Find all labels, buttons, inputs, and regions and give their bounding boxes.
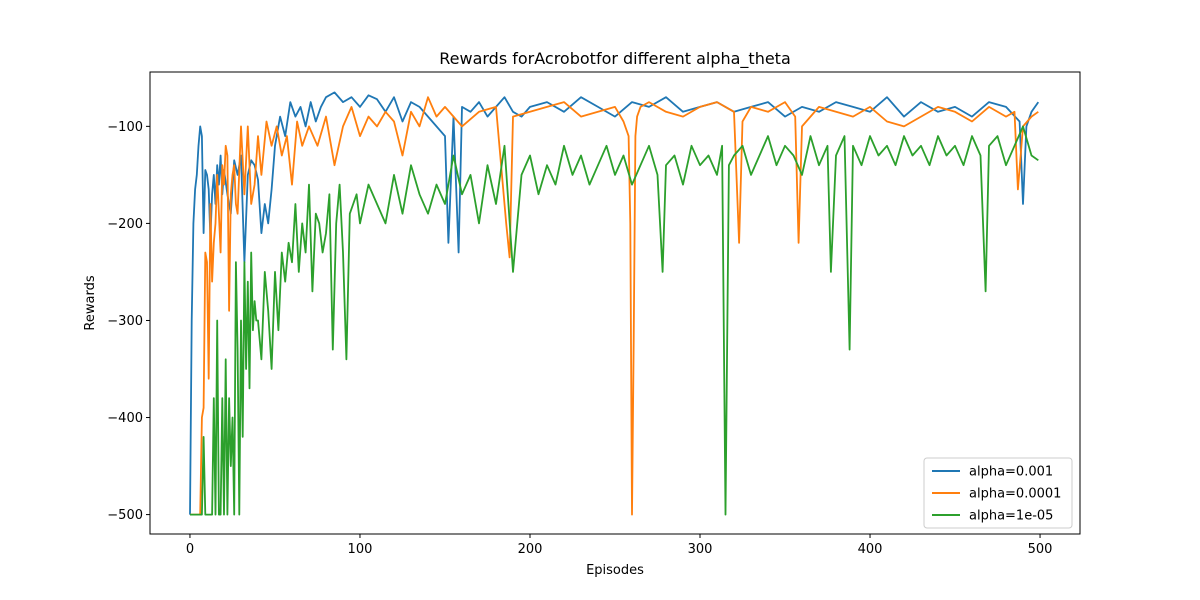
- chart-title: Rewards forAcrobotfor different alpha_th…: [439, 49, 791, 69]
- y-tick-label: −200: [107, 217, 143, 232]
- x-axis-label: Episodes: [586, 563, 644, 578]
- y-axis-ticks: −500 −400 −300 −200 −100: [107, 120, 150, 523]
- y-tick-label: −300: [107, 314, 143, 329]
- legend-label-2: alpha=1e-05: [969, 509, 1053, 524]
- series-line-2: [190, 125, 1039, 516]
- x-tick-label: 400: [858, 542, 883, 557]
- axes-frame: [149, 71, 1081, 535]
- x-tick-label: 300: [688, 542, 713, 557]
- series-layer: [189, 91, 1040, 516]
- series-line-1: [190, 96, 1039, 516]
- x-tick-label: 0: [186, 542, 194, 557]
- legend-entries: alpha=0.001 alpha=0.0001 alpha=1e-05: [932, 465, 1061, 524]
- y-tick-label: −400: [107, 411, 143, 426]
- y-tick-label: −100: [107, 120, 143, 135]
- legend: alpha=0.001 alpha=0.0001 alpha=1e-05: [923, 457, 1073, 529]
- x-axis-ticks: 0 100 200 300 400 500: [186, 534, 1053, 557]
- y-tick-label: −500: [107, 508, 143, 523]
- x-tick-label: 100: [348, 542, 373, 557]
- legend-label-0: alpha=0.001: [969, 465, 1053, 480]
- x-tick-label: 200: [518, 542, 543, 557]
- legend-box: [923, 457, 1073, 529]
- plot-area: [189, 91, 1040, 516]
- y-axis-label: Rewards: [83, 275, 98, 330]
- x-tick-label: 500: [1028, 542, 1053, 557]
- legend-label-1: alpha=0.0001: [969, 487, 1061, 502]
